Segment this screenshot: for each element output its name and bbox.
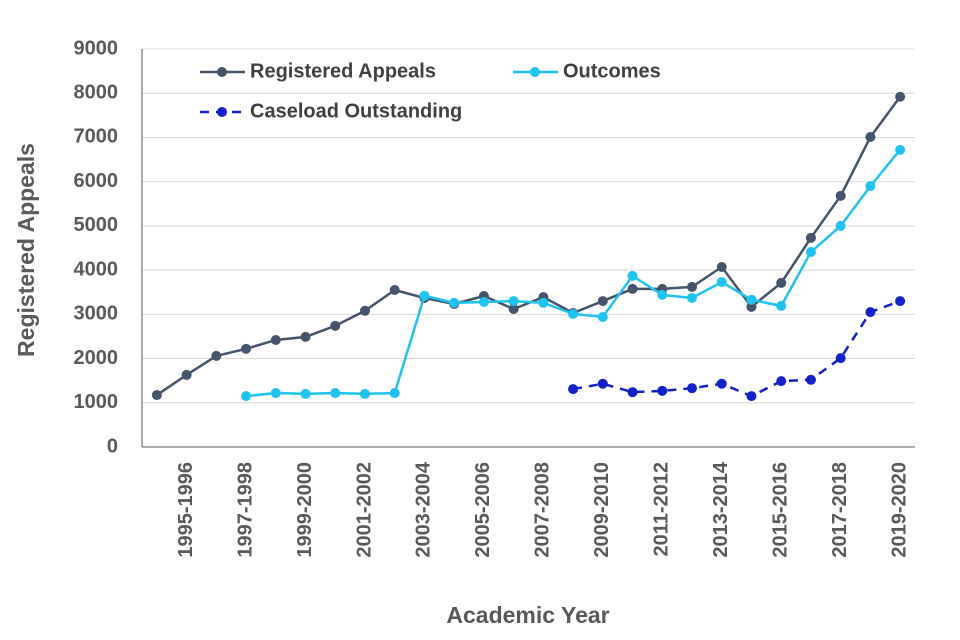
x-tick-label: 1995-1996	[175, 462, 197, 558]
data-point	[419, 290, 430, 301]
x-tick-label: 2015-2016	[769, 462, 791, 558]
data-point	[300, 388, 311, 399]
y-tick-label: 9000	[74, 37, 119, 59]
data-point	[835, 353, 846, 364]
data-point	[449, 297, 460, 308]
data-point	[687, 292, 698, 303]
legend-label: Outcomes	[563, 60, 661, 82]
x-tick-label: 1999-2000	[294, 462, 316, 558]
data-point	[597, 378, 608, 389]
data-point	[597, 296, 608, 307]
series-line	[245, 149, 902, 398]
data-point	[776, 376, 787, 387]
data-point	[835, 220, 846, 231]
data-point	[746, 301, 757, 312]
data-point	[716, 378, 727, 389]
data-point	[657, 289, 668, 300]
data-point	[151, 390, 162, 401]
data-point	[389, 285, 400, 296]
data-point	[687, 281, 698, 292]
data-point	[568, 308, 579, 319]
legend-marker	[217, 107, 227, 117]
x-tick-label: 2011-2012	[651, 462, 673, 557]
data-point	[895, 296, 906, 307]
data-point	[657, 385, 668, 396]
data-point	[716, 277, 727, 288]
x-tick-label: 1997-1998	[234, 462, 256, 558]
x-tick-label: 2013-2014	[710, 461, 732, 558]
data-point	[389, 388, 400, 399]
data-point	[687, 383, 698, 394]
data-point	[508, 304, 519, 315]
data-point	[241, 391, 252, 402]
data-point	[597, 311, 608, 322]
data-point	[627, 270, 638, 281]
data-point	[895, 144, 906, 155]
data-point	[746, 391, 757, 402]
data-point	[241, 343, 252, 354]
data-point	[776, 300, 787, 311]
data-point	[835, 190, 846, 201]
data-point	[270, 334, 281, 345]
data-point	[359, 388, 370, 399]
data-point	[359, 305, 370, 316]
data-point	[895, 91, 906, 102]
x-tick-label: 2009-2010	[591, 462, 613, 558]
data-point	[865, 307, 876, 318]
y-axis-title: Registered Appeals	[13, 143, 39, 357]
y-tick-label: 1000	[74, 391, 119, 413]
legend-label: Caseload Outstanding	[250, 100, 462, 122]
data-point	[568, 384, 579, 395]
data-point	[746, 294, 757, 305]
x-tick-label: 2003-2004	[413, 461, 435, 558]
data-point	[478, 296, 489, 307]
data-point	[181, 369, 192, 380]
data-point	[330, 320, 341, 331]
legend-marker	[530, 67, 540, 77]
data-point	[627, 283, 638, 294]
legend-label: Registered Appeals	[250, 60, 436, 82]
data-point	[776, 277, 787, 288]
y-tick-label: 6000	[74, 170, 119, 192]
data-point	[300, 331, 311, 342]
y-tick-label: 8000	[74, 82, 119, 104]
data-point	[538, 297, 549, 308]
data-point	[805, 246, 816, 257]
data-point	[211, 350, 222, 361]
data-point	[865, 181, 876, 192]
legend-marker	[217, 67, 227, 77]
x-tick-label: 2019-2020	[888, 462, 910, 558]
y-tick-label: 5000	[74, 214, 119, 236]
y-tick-label: 0	[107, 435, 118, 457]
data-point	[330, 388, 341, 399]
data-point	[627, 387, 638, 398]
data-point	[805, 374, 816, 385]
x-tick-label: 2017-2018	[829, 462, 851, 558]
x-tick-label: 2005-2006	[472, 462, 494, 558]
series-line	[572, 299, 901, 398]
data-point	[805, 232, 816, 243]
data-point	[716, 262, 727, 273]
y-tick-label: 2000	[74, 347, 119, 369]
x-tick-label: 2007-2008	[532, 462, 554, 558]
data-point	[270, 388, 281, 399]
y-tick-label: 7000	[74, 126, 119, 148]
data-point	[865, 132, 876, 143]
x-axis-title: Academic Year	[446, 602, 609, 628]
series-line	[156, 96, 902, 397]
y-tick-label: 4000	[74, 258, 119, 280]
x-tick-label: 2001-2002	[353, 462, 375, 558]
y-tick-label: 3000	[74, 303, 119, 325]
data-point	[508, 296, 519, 307]
